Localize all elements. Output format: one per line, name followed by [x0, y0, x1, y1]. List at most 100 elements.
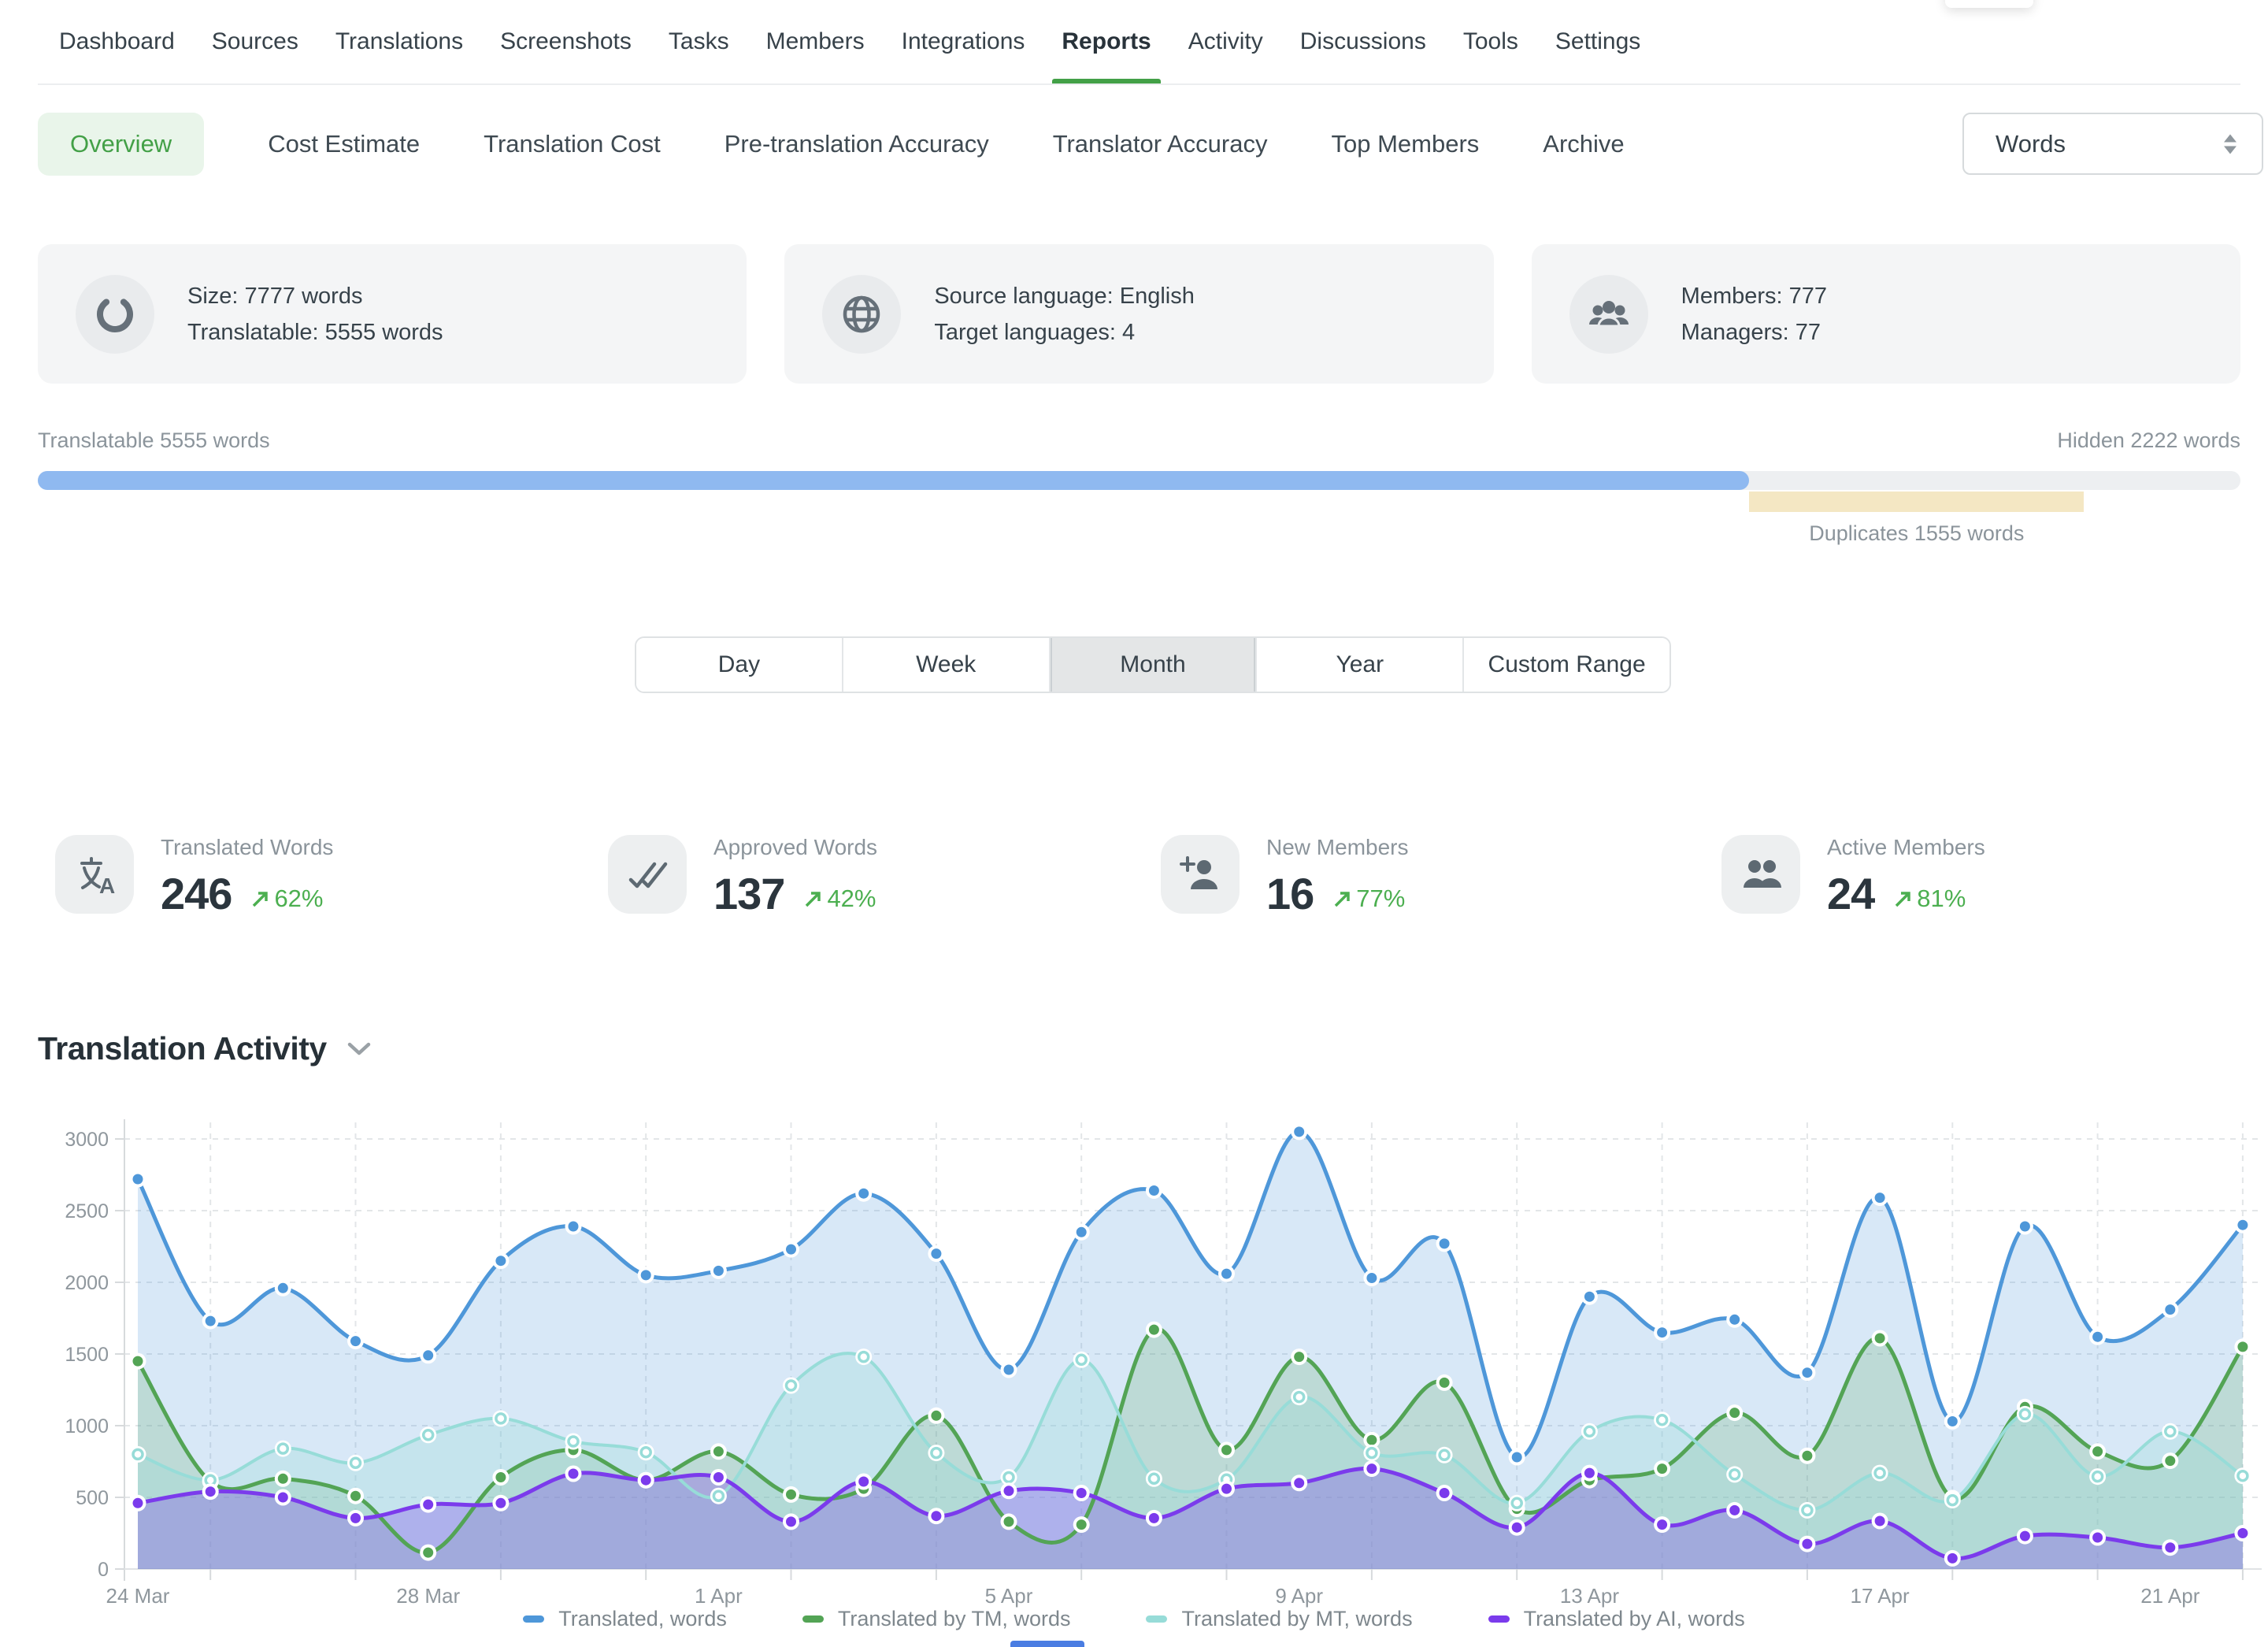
stat-label: Translated Words — [161, 835, 334, 859]
svg-text:9 Apr: 9 Apr — [1275, 1584, 1323, 1608]
legend-marker — [1488, 1615, 1510, 1623]
hidden-label: Hidden 2222 words — [2057, 428, 2240, 452]
new-members-stat: New Members 16 77% — [1161, 835, 1408, 919]
trend-up-icon — [1335, 892, 1351, 907]
select-sort-arrows-icon — [2224, 134, 2236, 154]
range-tab-custom-range[interactable]: Custom Range — [1464, 638, 1670, 692]
reports-subnav: Overview Cost Estimate Translation Cost … — [38, 113, 2240, 176]
stat-value: 24 — [1827, 869, 1875, 918]
nav-item-activity[interactable]: Activity — [1188, 28, 1263, 54]
duplicates-segment — [1749, 492, 2085, 512]
trend-up-icon — [253, 892, 269, 907]
legend-item[interactable]: Translated by AI, words — [1488, 1607, 1745, 1631]
stat-value: 137 — [713, 869, 785, 918]
nav-item-tasks[interactable]: Tasks — [668, 28, 729, 54]
activity-header: Translation Activity — [38, 1030, 371, 1067]
words-progress-bar — [38, 471, 2240, 490]
stat-label: New Members — [1266, 835, 1409, 859]
translated-words-stat: A Translated Words 246 62% — [55, 835, 333, 919]
person-add-icon — [1161, 835, 1240, 914]
nav-item-members[interactable]: Members — [765, 28, 865, 54]
members-card: Members: 777 Managers: 77 — [1531, 244, 2240, 384]
svg-text:17 Apr: 17 Apr — [1851, 1584, 1910, 1608]
svg-text:3000: 3000 — [65, 1129, 109, 1151]
card-line: Source language: English — [934, 283, 1195, 309]
legend-label: Translated by TM, words — [837, 1607, 1071, 1630]
range-tab-day[interactable]: Day — [636, 638, 843, 692]
chevron-down-icon[interactable] — [347, 1042, 371, 1056]
stat-label: Approved Words — [713, 835, 878, 859]
summary-cards: Size: 7777 words Translatable: 5555 word… — [38, 244, 2240, 384]
legend-marker — [523, 1615, 545, 1623]
card-line: Members: 777 — [1681, 283, 1828, 309]
subnav-item-cost-estimate[interactable]: Cost Estimate — [268, 130, 421, 158]
stat-trend: 42% — [803, 885, 876, 913]
range-tab-week[interactable]: Week — [843, 638, 1051, 692]
duplicates-label: Duplicates 1555 words — [1809, 521, 2025, 545]
translate-icon: A — [55, 835, 134, 914]
svg-text:2500: 2500 — [65, 1200, 109, 1222]
nav-item-discussions[interactable]: Discussions — [1299, 28, 1426, 54]
project-size-card: Size: 7777 words Translatable: 5555 word… — [38, 244, 747, 384]
nav-item-settings[interactable]: Settings — [1555, 28, 1641, 54]
card-line: Managers: 77 — [1681, 319, 1821, 345]
svg-text:24 Mar: 24 Mar — [106, 1584, 170, 1608]
cutoff-element — [1010, 1641, 1084, 1647]
nav-item-dashboard[interactable]: Dashboard — [59, 28, 175, 54]
subnav-item-top-members[interactable]: Top Members — [1331, 130, 1480, 158]
nav-item-integrations[interactable]: Integrations — [901, 28, 1025, 54]
svg-text:13 Apr: 13 Apr — [1560, 1584, 1620, 1608]
subnav-item-pretranslation-accuracy[interactable]: Pre-translation Accuracy — [724, 130, 989, 158]
svg-text:1000: 1000 — [65, 1415, 109, 1437]
subnav-item-overview[interactable]: Overview — [38, 113, 205, 176]
nav-divider — [38, 83, 2240, 85]
translatable-label: Translatable 5555 words — [38, 428, 270, 452]
date-range-tabs: Day Week Month Year Custom Range — [635, 636, 1671, 693]
card-line: Size: 7777 words — [187, 283, 363, 309]
double-check-icon — [608, 835, 687, 914]
legend-item[interactable]: Translated by MT, words — [1146, 1607, 1413, 1631]
translation-activity-chart[interactable]: 0 500 1000 1500 2000 2500 3000 24 Mar 28 Mar 1 Ap… — [0, 1091, 2268, 1647]
languages-card: Source language: English Target language… — [784, 244, 1494, 384]
legend-marker — [802, 1615, 824, 1623]
nav-item-translations[interactable]: Translations — [335, 28, 464, 54]
chart-legend: Translated, words Translated by TM, words… — [0, 1607, 2268, 1631]
nav-item-reports[interactable]: Reports — [1052, 0, 1161, 83]
people-icon — [1721, 835, 1800, 914]
stat-value: 16 — [1266, 869, 1314, 918]
nav-item-screenshots[interactable]: Screenshots — [500, 28, 632, 54]
globe-icon — [822, 274, 902, 354]
subnav-item-translation-cost[interactable]: Translation Cost — [484, 130, 661, 158]
subnav-item-translator-accuracy[interactable]: Translator Accuracy — [1052, 130, 1268, 158]
subnav-item-archive[interactable]: Archive — [1543, 130, 1625, 158]
active-tab-underline — [1052, 79, 1161, 83]
range-tab-year[interactable]: Year — [1257, 638, 1465, 692]
progress-ring-icon — [76, 274, 154, 354]
unit-select[interactable]: Words — [1962, 113, 2263, 175]
nav-item-sources[interactable]: Sources — [211, 28, 298, 54]
nav-item-tools[interactable]: Tools — [1462, 28, 1518, 54]
card-line: Translatable: 5555 words — [187, 319, 443, 345]
legend-label: Translated by MT, words — [1181, 1607, 1413, 1630]
svg-text:A: A — [99, 874, 115, 896]
stat-trend: 77% — [1332, 885, 1405, 913]
range-tab-month[interactable]: Month — [1050, 638, 1258, 692]
legend-label: Translated, words — [558, 1607, 727, 1630]
stat-trend: 62% — [250, 885, 323, 913]
stat-value: 246 — [161, 869, 232, 918]
svg-text:5 Apr: 5 Apr — [985, 1584, 1033, 1608]
cutoff-toast-remnant — [1945, 0, 2033, 8]
svg-text:28 Mar: 28 Mar — [396, 1584, 460, 1608]
card-line: Target languages: 4 — [934, 319, 1136, 345]
unit-select-value: Words — [1996, 129, 2066, 158]
svg-text:1500: 1500 — [65, 1344, 109, 1366]
svg-text:0: 0 — [98, 1559, 109, 1581]
legend-item[interactable]: Translated by TM, words — [802, 1607, 1071, 1631]
svg-text:1 Apr: 1 Apr — [695, 1584, 743, 1608]
svg-text:2000: 2000 — [65, 1272, 109, 1294]
legend-item[interactable]: Translated, words — [523, 1607, 727, 1631]
members-group-icon — [1569, 274, 1648, 354]
legend-marker — [1146, 1615, 1168, 1623]
stat-label: Active Members — [1827, 835, 1985, 859]
legend-label: Translated by AI, words — [1523, 1607, 1745, 1630]
